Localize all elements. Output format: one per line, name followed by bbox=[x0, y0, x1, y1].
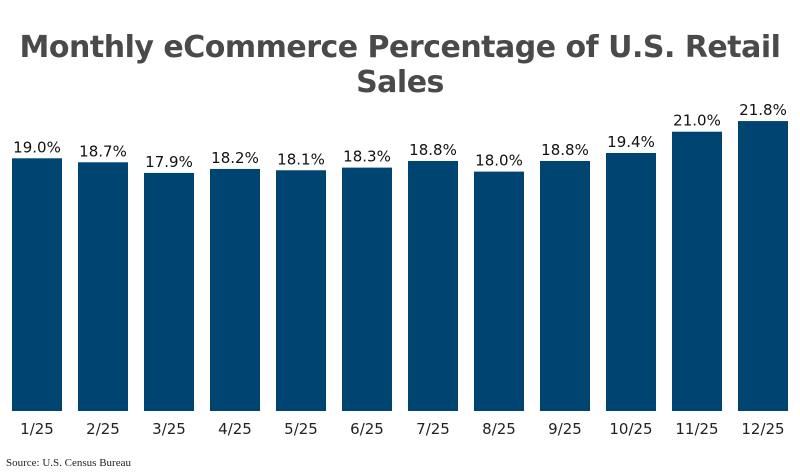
bars-group bbox=[12, 121, 788, 412]
x-tick-label-8-25: 8/25 bbox=[482, 420, 516, 438]
x-tick-label-1-25: 1/25 bbox=[20, 420, 54, 438]
bar-9-25 bbox=[540, 160, 590, 411]
bar-3-25 bbox=[144, 172, 194, 411]
x-tick-label-6-25: 6/25 bbox=[350, 420, 384, 438]
bar-1-25 bbox=[12, 158, 62, 411]
data-label-3-25: 17.9% bbox=[145, 153, 193, 171]
x-tick-label-4-25: 4/25 bbox=[218, 420, 252, 438]
data-label-12-25: 21.8% bbox=[739, 101, 787, 119]
value-labels-group: 19.0% 18.7% 17.9% 18.2% 18.1% 18.3% 18.8% 18.0%… bbox=[13, 101, 787, 171]
data-label-11-25: 21.0% bbox=[673, 112, 721, 130]
bar-4-25 bbox=[210, 168, 260, 411]
bar-8-25 bbox=[474, 171, 524, 411]
source-note: Source: U.S. Census Bureau bbox=[6, 457, 131, 469]
bar-7-25 bbox=[408, 160, 458, 411]
data-label-2-25: 18.7% bbox=[79, 142, 127, 160]
data-label-9-25: 18.8% bbox=[541, 141, 589, 159]
x-tick-label-11-25: 11/25 bbox=[675, 420, 718, 438]
x-tick-label-7-25: 7/25 bbox=[416, 420, 450, 438]
data-label-6-25: 18.3% bbox=[343, 148, 391, 166]
data-label-8-25: 18.0% bbox=[475, 152, 523, 170]
x-tick-label-9-25: 9/25 bbox=[548, 420, 582, 438]
bar-6-25 bbox=[342, 167, 392, 411]
x-tick-label-3-25: 3/25 bbox=[152, 420, 186, 438]
bar-2-25 bbox=[78, 162, 128, 411]
data-label-10-25: 19.4% bbox=[607, 133, 655, 151]
bar-11-25 bbox=[672, 131, 722, 411]
x-tick-labels-group: 1/25 2/25 3/25 4/25 5/25 6/25 7/25 8/25 9/25 10/2… bbox=[20, 420, 784, 438]
x-tick-label-2-25: 2/25 bbox=[86, 420, 120, 438]
bar-12-25 bbox=[738, 121, 788, 411]
x-tick-label-12-25: 12/25 bbox=[741, 420, 784, 438]
bar-5-25 bbox=[276, 170, 326, 411]
data-label-4-25: 18.2% bbox=[211, 149, 259, 167]
data-label-5-25: 18.1% bbox=[277, 150, 325, 168]
x-tick-label-5-25: 5/25 bbox=[284, 420, 318, 438]
data-label-1-25: 19.0% bbox=[13, 138, 61, 156]
data-label-7-25: 18.8% bbox=[409, 141, 457, 159]
bar-10-25 bbox=[606, 152, 656, 412]
x-tick-label-10-25: 10/25 bbox=[609, 420, 652, 438]
chart-title: Monthly eCommerce Percentage of U.S. Ret… bbox=[19, 30, 781, 100]
